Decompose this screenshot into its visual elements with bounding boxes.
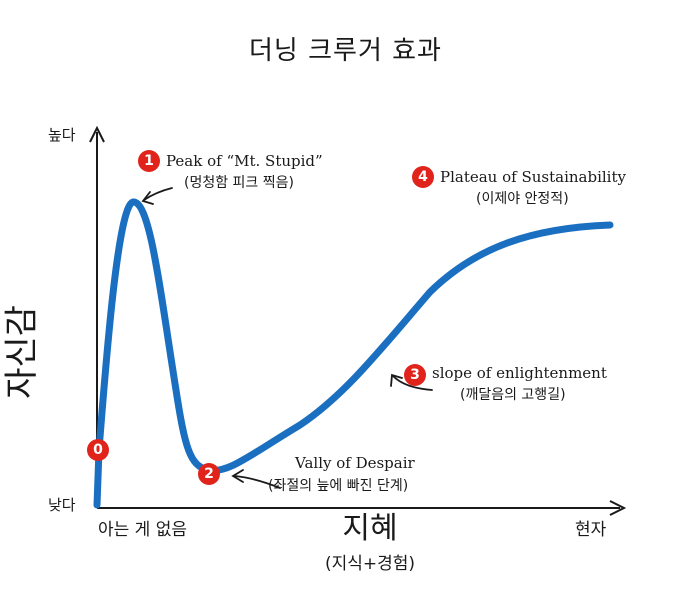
slope-arrow — [390, 373, 433, 391]
y-axis-arrowhead — [89, 125, 105, 143]
stage-2-badge: 2 — [198, 463, 220, 485]
y-axis-label: 자신감 — [2, 305, 42, 399]
y-axis-low-label: 낮다 — [48, 496, 76, 514]
stage-2-title: Vally of Despair — [295, 454, 415, 472]
x-axis-label: 지혜 — [342, 511, 398, 546]
stage-4-title: Plateau of Sustainability — [440, 168, 626, 186]
x-axis-arrowhead — [609, 500, 627, 516]
x-axis-max-label: 현자 — [575, 520, 607, 540]
stage-0-badge: 0 — [87, 439, 109, 461]
x-axis-min-label: 아는 게 없음 — [98, 520, 188, 540]
stage-3-badge: 3 — [404, 364, 426, 386]
stage-2-subtitle: (좌절의 늪에 빠진 단계) — [268, 478, 409, 494]
stage-3-subtitle: (깨달음의 고행길) — [460, 387, 566, 403]
x-axis-sublabel: (지식+경험) — [324, 554, 416, 574]
stage-4-badge: 4 — [412, 166, 434, 188]
stage-1-badge: 1 — [138, 150, 160, 172]
stage-4-subtitle: (이제야 안정적) — [476, 191, 569, 207]
stage-3-title: slope of enlightenment — [432, 364, 607, 382]
page-title: 더닝 크루거 효과 — [249, 36, 442, 66]
peak-arrow — [141, 187, 173, 205]
stage-1-subtitle: (멍청함 피크 찍음) — [184, 175, 294, 191]
valley-arrow — [231, 469, 281, 489]
stage-1-title: Peak of “Mt. Stupid” — [166, 152, 323, 170]
y-axis-high-label: 높다 — [48, 126, 76, 144]
